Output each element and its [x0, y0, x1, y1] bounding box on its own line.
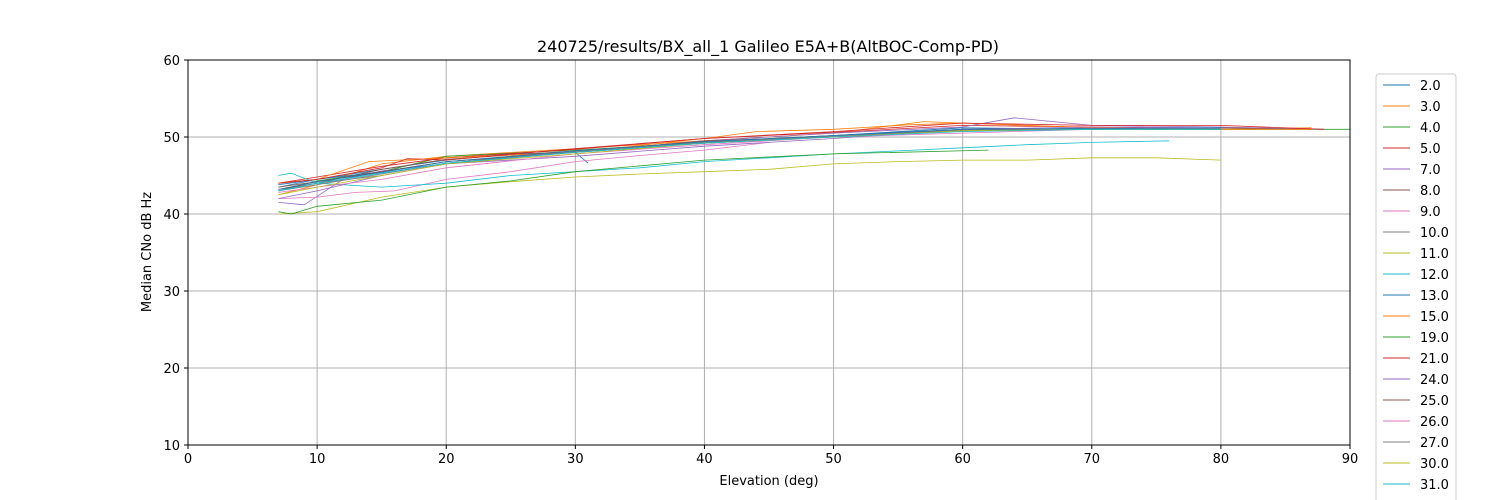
y-tick-label: 50 — [163, 131, 180, 146]
legend: 2.0 3.0 4.0 5.0 7.0 8.0 9.0 10.0 11.0 12.0 13.0 15.… — [1375, 73, 1457, 500]
y-tick-label: 20 — [163, 362, 180, 377]
series-lines — [278, 117, 1350, 215]
series-line-21.0 — [278, 122, 1325, 184]
legend-label: 24.0 — [1420, 373, 1449, 388]
x-tick-label: 10 — [309, 452, 326, 467]
x-tick-label: 70 — [1084, 452, 1101, 467]
legend-label: 4.0 — [1420, 121, 1441, 136]
legend-label: 15.0 — [1420, 310, 1449, 325]
series-line-31.0 — [278, 128, 1221, 192]
legend-box — [1375, 73, 1457, 500]
ticks: 0 10 20 30 40 50 60 70 80 90 10 20 30 40 50 60 — [163, 54, 1358, 467]
x-tick-label: 60 — [954, 452, 971, 467]
legend-label: 12.0 — [1420, 268, 1449, 283]
legend-label: 27.0 — [1420, 436, 1449, 451]
y-axis-title: Median CNo dB Hz — [140, 192, 155, 312]
x-tick-label: 50 — [825, 452, 842, 467]
x-tick-label: 20 — [438, 452, 455, 467]
series-line-11.0 — [278, 157, 1221, 215]
x-tick-label: 30 — [567, 452, 584, 467]
series-line-33.0 — [278, 127, 1221, 190]
series-line-26.0 — [278, 128, 1221, 193]
legend-label: 10.0 — [1420, 226, 1449, 241]
series-line-19.0 — [278, 149, 989, 215]
legend-label: 2.0 — [1420, 79, 1441, 94]
x-tick-label: 0 — [184, 452, 192, 467]
y-tick-label: 30 — [163, 285, 180, 300]
series-line-9.0 — [278, 142, 770, 199]
legend-label: 26.0 — [1420, 415, 1449, 430]
y-tick-label: 10 — [163, 439, 180, 454]
legend-label: 9.0 — [1420, 205, 1441, 220]
x-axis-title: Elevation (deg) — [719, 474, 818, 489]
legend-label: 25.0 — [1420, 394, 1449, 409]
legend-label: 19.0 — [1420, 331, 1449, 346]
legend-label: 11.0 — [1420, 247, 1449, 262]
legend-label: 31.0 — [1420, 478, 1449, 493]
legend-label: 3.0 — [1420, 100, 1441, 115]
legend-label: 30.0 — [1420, 457, 1449, 472]
legend-label: 7.0 — [1420, 163, 1441, 178]
series-line-12.0 — [278, 140, 1170, 188]
x-tick-label: 90 — [1342, 452, 1359, 467]
x-tick-label: 40 — [696, 452, 713, 467]
legend-label: 13.0 — [1420, 289, 1449, 304]
y-tick-label: 60 — [163, 54, 180, 69]
y-tick-label: 40 — [163, 208, 180, 223]
plot-frame — [187, 59, 1351, 446]
legend-label: 5.0 — [1420, 142, 1441, 157]
legend-label: 8.0 — [1420, 184, 1441, 199]
chart-title: 240725/results/BX_all_1 Galileo E5A+B(Al… — [537, 37, 999, 57]
x-tick-label: 80 — [1213, 452, 1230, 467]
legend-label: 21.0 — [1420, 352, 1449, 367]
